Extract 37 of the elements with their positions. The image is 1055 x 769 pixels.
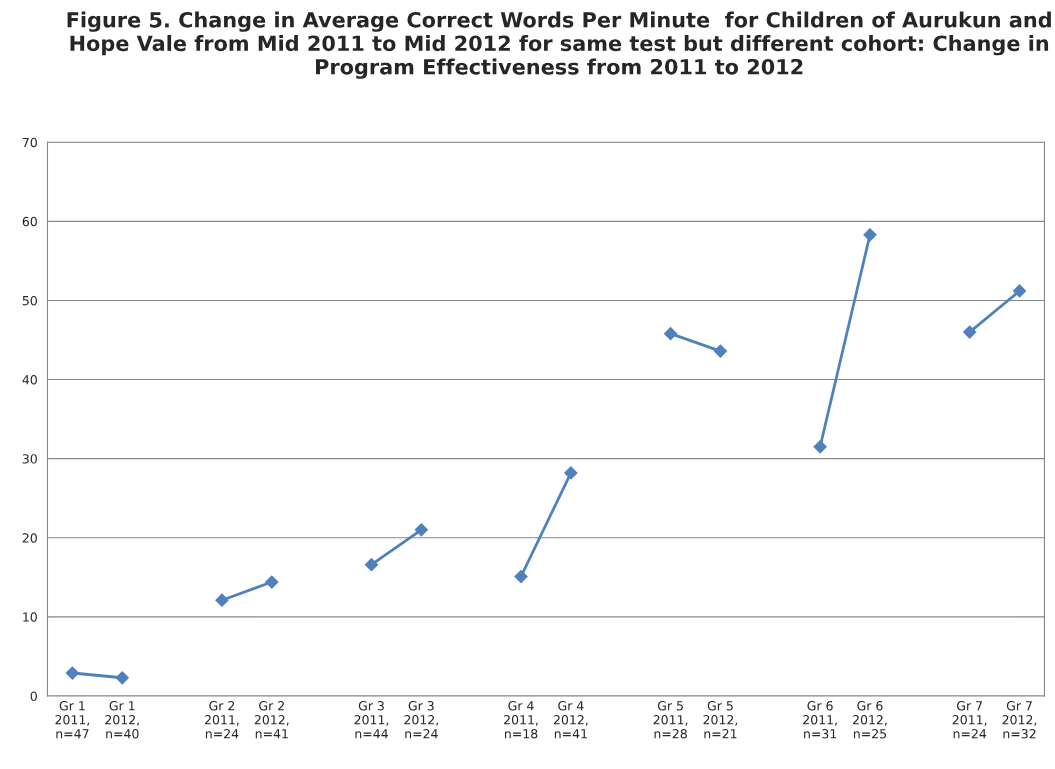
x-tick-label: Gr 6 2012, n=25 <box>853 701 887 739</box>
point <box>1012 284 1027 298</box>
x-tick-label: Gr 7 2012, n=32 <box>1002 701 1037 739</box>
point <box>514 569 528 584</box>
y-tick-label: 0 <box>30 691 37 701</box>
y-tick-label: 60 <box>22 216 37 227</box>
point <box>564 466 578 480</box>
point <box>663 327 678 341</box>
x-tick-label: Gr 2 2011, n=24 <box>204 701 239 739</box>
x-tick-label: Gr 4 2011, n=18 <box>504 701 538 739</box>
y-tick-label: 30 <box>22 454 37 464</box>
y-tick-label: 70 <box>22 137 37 148</box>
x-tick-label: Gr 3 2011, n=44 <box>354 701 389 739</box>
x-tick-label: Gr 2 2012, n=41 <box>254 701 289 739</box>
x-tick-label: Gr 1 2012, n=40 <box>105 701 139 739</box>
y-tick-label: 10 <box>23 612 37 622</box>
point <box>215 593 229 607</box>
x-tick-label: Gr 4 2012, n=41 <box>553 701 588 739</box>
y-tick-label: 40 <box>22 375 37 385</box>
point <box>364 558 379 572</box>
point <box>713 344 728 358</box>
point <box>863 228 877 242</box>
x-tick-label: Gr 7 2011, n=24 <box>952 701 987 739</box>
x-tick-label: Gr 3 2012, n=24 <box>404 701 439 739</box>
point <box>813 440 827 454</box>
y-tick-label: 50 <box>22 295 37 306</box>
point <box>115 671 129 685</box>
y-tick-label: 20 <box>22 533 37 543</box>
point <box>265 575 279 589</box>
x-tick-label: Gr 1 2011, n=47 <box>55 701 90 739</box>
chart-title: Figure 5. Change in Average Correct Words Per Minute for Children of Aurukun and Hope Vale from Mid 2011 to Mid 2012 for same test but different cohort: Change in Program Effectiveness from 2011 to 2012 <box>67 11 1051 79</box>
point <box>414 523 428 537</box>
x-tick-label: Gr 5 2011, n=28 <box>653 701 688 739</box>
x-tick-label: Gr 5 2012, n=21 <box>703 701 738 739</box>
point <box>963 325 977 339</box>
x-tick-label: Gr 6 2011, n=31 <box>803 701 837 739</box>
point <box>65 666 79 680</box>
